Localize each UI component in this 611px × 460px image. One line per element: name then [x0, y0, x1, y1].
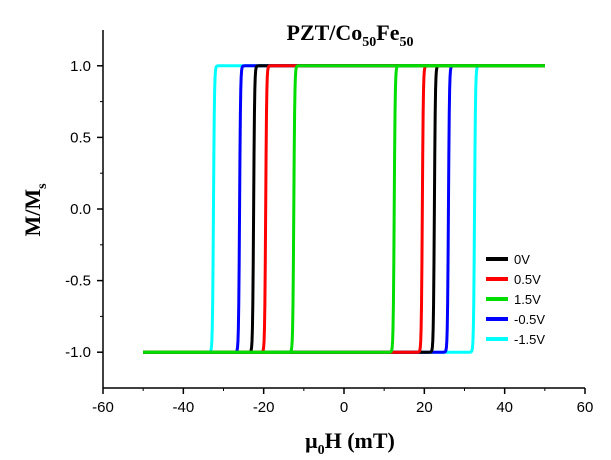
- xlabel-prefix: μ: [305, 428, 318, 453]
- series-0V-descending-branch: [143, 64, 545, 354]
- series-1-5V-descending-branch: [143, 64, 545, 354]
- y-tick-label: -0.5: [65, 273, 91, 290]
- ylabel-base: M/M: [20, 189, 45, 237]
- x-axis-label: μ0H (mT): [305, 428, 395, 458]
- xlabel-rest: H (mT): [325, 428, 395, 453]
- title-sub-2: 50: [400, 35, 414, 50]
- x-tick-label: 0: [340, 399, 348, 416]
- series-1-5V-ascending-branch: [143, 64, 545, 354]
- plot-area: -60 -40 -20 0 20 40 60 -1.0 -0.5 0.0 0.5 1.0 0V 0.5V 1…: [65, 30, 593, 416]
- y-axis-label: M/Ms: [20, 183, 50, 237]
- x-tick-label: 60: [577, 399, 594, 416]
- series-1-5V-descending-branch: [143, 64, 545, 354]
- x-tick-label: 40: [496, 399, 513, 416]
- series-0-5V-descending-branch: [143, 64, 545, 354]
- legend-label-0-5V: 0.5V: [514, 272, 541, 287]
- legend-label-1-5V: -1.5V: [514, 332, 545, 347]
- x-tick-label: -40: [172, 399, 194, 416]
- legend-label-0V: 0V: [514, 252, 530, 267]
- legend-label-0-5V: -0.5V: [514, 312, 545, 327]
- y-tick-label: 0.0: [70, 201, 91, 218]
- legend-label-1-5V: 1.5V: [514, 292, 541, 307]
- title-part-1: PZT/Co: [287, 20, 363, 45]
- series-0V-ascending-branch: [143, 64, 545, 354]
- y-tick-label: -1.0: [65, 344, 91, 361]
- series-1-5V-ascending-branch: [143, 64, 545, 354]
- series-0-5V-descending-branch: [143, 64, 545, 354]
- series-0-5V-ascending-branch: [143, 64, 545, 354]
- ylabel-sub: s: [35, 183, 50, 189]
- y-tick-label: 1.0: [70, 58, 91, 75]
- title-part-2: Fe: [376, 20, 399, 45]
- chart-title: PZT/Co50Fe50: [287, 20, 414, 50]
- x-tick-label: -20: [253, 399, 275, 416]
- title-sub-1: 50: [362, 35, 376, 50]
- x-tick-label: 20: [416, 399, 433, 416]
- series-0-5V-ascending-branch: [143, 64, 545, 354]
- y-tick-label: 0.5: [70, 129, 91, 146]
- x-tick-label: -60: [92, 399, 114, 416]
- xlabel-sub: 0: [318, 443, 325, 458]
